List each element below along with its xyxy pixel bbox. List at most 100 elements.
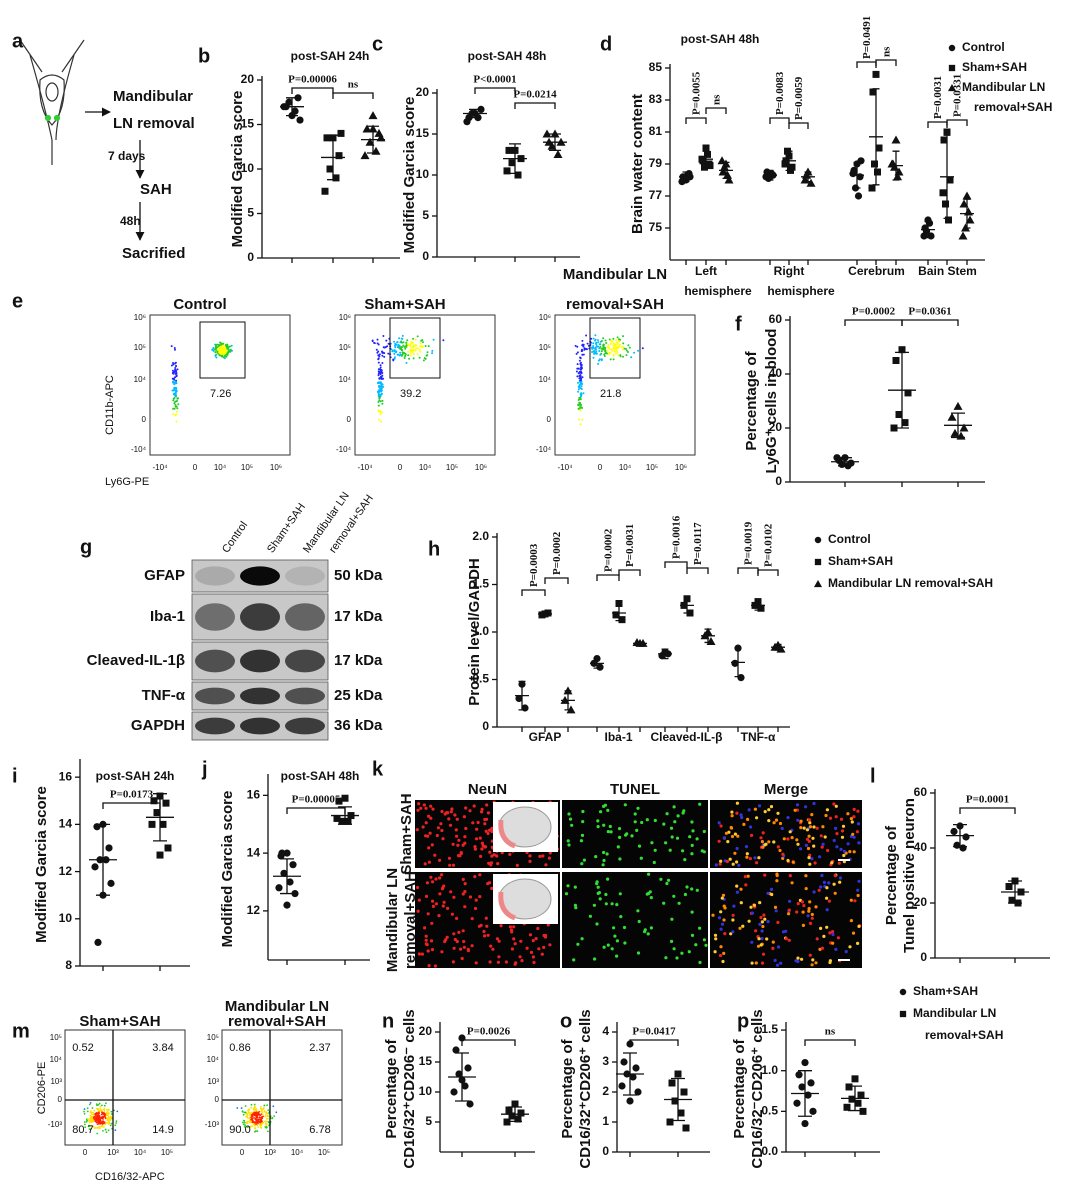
p-value: ns <box>825 1026 836 1038</box>
flow-event <box>577 388 580 391</box>
flow-event <box>253 1121 255 1123</box>
cell <box>548 943 552 947</box>
flow-event <box>246 1120 249 1123</box>
cell <box>529 950 534 955</box>
cell <box>819 926 823 931</box>
p-value: P=0.00005 <box>292 794 341 806</box>
cell <box>479 923 483 928</box>
flow-event <box>607 343 610 346</box>
flow-event <box>240 1107 243 1109</box>
error-bar <box>888 351 916 429</box>
cell <box>566 884 570 888</box>
cell <box>753 856 757 860</box>
flow-event <box>116 1110 119 1113</box>
flow-event <box>609 351 612 354</box>
cell <box>596 819 600 823</box>
y-tick-label: 85 <box>649 60 663 74</box>
quadrant-value: 14.9 <box>152 1124 173 1136</box>
cell <box>681 811 685 815</box>
cell <box>452 895 456 899</box>
error-bar <box>679 171 693 183</box>
cell <box>690 887 694 891</box>
cell <box>841 824 846 828</box>
cell <box>470 944 474 948</box>
flow-event <box>420 339 423 342</box>
cell <box>544 863 548 867</box>
significance-bracket <box>901 319 959 326</box>
cell <box>513 942 517 946</box>
cell <box>731 918 735 922</box>
data-point <box>321 187 329 195</box>
flow-event <box>580 385 583 388</box>
cell <box>827 881 831 885</box>
flow-event <box>379 366 382 369</box>
flow-event <box>597 339 599 342</box>
flow-event <box>103 1115 106 1118</box>
flow-event <box>96 1114 99 1117</box>
cell <box>662 901 666 905</box>
cell <box>826 848 830 853</box>
cell <box>543 935 548 939</box>
cell <box>834 826 838 831</box>
plot-title: removal+SAH <box>566 296 664 313</box>
data-point <box>344 817 352 825</box>
cell <box>420 952 424 956</box>
data-point <box>801 1058 809 1067</box>
flow-event <box>581 339 584 342</box>
data-point <box>461 1082 469 1090</box>
cell <box>474 961 478 965</box>
cell <box>857 924 861 929</box>
cell <box>609 830 613 834</box>
data-point <box>286 878 294 886</box>
significance-bracket <box>596 574 620 581</box>
flow-event <box>222 342 225 345</box>
y-tick-label: 0 <box>775 474 782 488</box>
flow-event <box>431 352 434 355</box>
cell <box>808 825 813 829</box>
x-tick-label: 10⁴ <box>291 1148 304 1157</box>
error-bar <box>273 858 301 895</box>
significance-bracket <box>769 117 790 124</box>
flow-event <box>613 348 616 351</box>
cell <box>427 814 431 818</box>
flow-event <box>256 1110 259 1113</box>
cell <box>580 833 585 838</box>
cell <box>602 850 606 855</box>
cell <box>683 858 687 862</box>
data-point <box>1005 883 1013 890</box>
flow-event <box>91 1115 94 1118</box>
cell <box>680 951 684 955</box>
legend-marker <box>813 579 823 588</box>
cell <box>750 833 754 838</box>
flow-event <box>579 357 582 359</box>
cell <box>649 896 653 900</box>
cell <box>744 883 748 887</box>
cell <box>431 899 435 903</box>
flow-event <box>379 413 382 415</box>
cell <box>495 854 499 858</box>
cell <box>775 879 779 883</box>
error-bar <box>889 150 903 181</box>
category-label: Left <box>695 264 717 278</box>
flow-event <box>172 363 175 366</box>
cell <box>496 960 500 964</box>
blot-band <box>285 649 325 673</box>
data-point <box>724 175 734 184</box>
cell <box>690 852 694 856</box>
flow-event <box>105 1102 107 1105</box>
y-axis-label: Modified Garcia score <box>401 97 418 254</box>
y-tick-label: 10⁵ <box>339 343 351 352</box>
flow-event <box>611 340 614 343</box>
cell <box>704 943 708 947</box>
cell <box>820 873 824 878</box>
flow-event <box>393 357 396 360</box>
data-point <box>893 172 902 181</box>
cell <box>688 835 692 839</box>
cell <box>784 937 788 941</box>
flow-event <box>581 348 583 351</box>
flow-plot-frame <box>64 1029 186 1146</box>
cell <box>856 941 860 946</box>
cell <box>784 929 788 933</box>
cell <box>807 856 811 860</box>
data-point <box>335 797 343 805</box>
